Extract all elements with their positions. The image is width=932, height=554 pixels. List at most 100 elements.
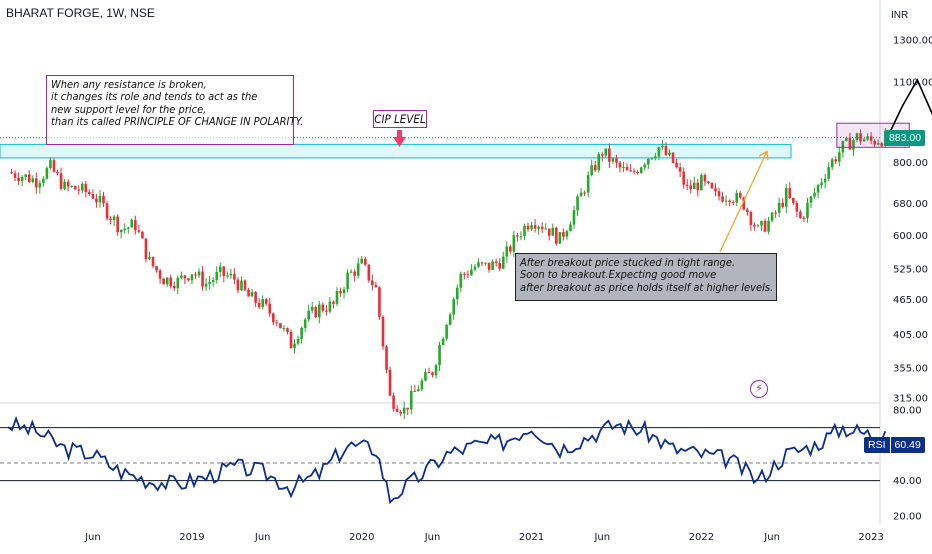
candle xyxy=(795,200,799,218)
candle xyxy=(183,275,187,285)
candle-body xyxy=(314,306,318,318)
candle xyxy=(52,158,56,173)
candle xyxy=(742,196,746,211)
candle-body xyxy=(569,224,572,232)
candle xyxy=(862,137,866,142)
candle xyxy=(802,216,806,223)
polarity-note[interactable]: When any resistance is broken, it change… xyxy=(46,75,303,145)
candle xyxy=(696,178,700,197)
candle-body xyxy=(473,266,477,270)
candle xyxy=(42,176,45,187)
candle-body xyxy=(689,185,693,190)
candle xyxy=(792,197,795,206)
time-tick-label: 2020 xyxy=(349,532,374,543)
breakout-note[interactable]: After breakout price stucked in tight ra… xyxy=(515,253,777,301)
candle xyxy=(692,176,696,190)
candle-body xyxy=(830,159,834,168)
candle-body xyxy=(105,203,109,219)
rsi-name-label: RSI xyxy=(864,437,890,453)
candle-body xyxy=(540,226,544,229)
candle xyxy=(63,178,66,191)
candle-body xyxy=(272,313,275,323)
candle-body xyxy=(307,310,310,320)
candle-body xyxy=(459,273,463,288)
lightning-icon[interactable]: ⚡ xyxy=(750,380,768,398)
candle-body xyxy=(714,188,717,192)
candle-body xyxy=(261,299,264,308)
candle-body xyxy=(353,271,356,276)
candle-body xyxy=(788,188,792,198)
candle xyxy=(629,164,632,172)
candle-body xyxy=(746,209,749,213)
candle-body xyxy=(45,168,49,179)
symbol-title[interactable]: BHARAT FORGE, 1W, NSE xyxy=(6,6,155,20)
candle xyxy=(165,277,169,287)
candle xyxy=(777,197,781,218)
candle-body xyxy=(763,221,767,232)
candle xyxy=(332,300,335,309)
candle-body xyxy=(618,162,622,168)
candle-body xyxy=(501,256,505,269)
candle xyxy=(770,211,774,222)
polarity-note-line: new support level for the price, xyxy=(51,102,207,116)
candle xyxy=(399,409,402,417)
candle xyxy=(321,302,325,313)
candle xyxy=(593,160,597,173)
candle xyxy=(342,286,346,299)
candle xyxy=(211,277,215,287)
candle-body xyxy=(721,196,724,202)
candle xyxy=(49,157,52,170)
candle-body xyxy=(73,186,77,190)
candle-body xyxy=(98,195,102,203)
candle-body xyxy=(367,264,371,281)
candle-body xyxy=(671,152,675,163)
candle-body xyxy=(59,173,63,189)
candle xyxy=(431,371,434,378)
candle xyxy=(763,218,767,233)
price-tick-label: 465.00 xyxy=(893,295,928,306)
candle-body xyxy=(806,202,809,218)
candle-body xyxy=(466,274,470,276)
candle xyxy=(799,209,802,219)
cip-level-label[interactable]: CIP LEVEL xyxy=(373,110,427,128)
candle-body xyxy=(211,280,215,282)
candle xyxy=(261,295,264,310)
candle-body xyxy=(218,266,222,273)
candle xyxy=(229,268,233,279)
rsi-value-badge[interactable]: RSI 60.49 xyxy=(864,437,925,453)
candle-body xyxy=(604,148,608,156)
candle xyxy=(650,157,654,160)
candle-body xyxy=(328,301,332,312)
candle xyxy=(233,268,236,285)
candle-body xyxy=(144,238,148,260)
candle-body xyxy=(784,188,788,207)
candle-body xyxy=(533,225,537,229)
candle-body xyxy=(668,152,671,155)
candle-body xyxy=(593,165,597,171)
candle xyxy=(409,385,413,415)
time-tick-label: 2021 xyxy=(519,532,544,543)
candle-body xyxy=(158,270,162,279)
candle-body xyxy=(169,277,173,287)
candle xyxy=(116,214,119,236)
candle xyxy=(816,183,820,199)
candle xyxy=(272,312,275,326)
candle xyxy=(275,319,279,327)
candle-body xyxy=(24,174,27,177)
candle xyxy=(222,266,226,283)
candle-body xyxy=(767,220,770,232)
candle xyxy=(671,152,675,164)
arrow-down-icon xyxy=(393,137,406,147)
candle xyxy=(88,189,91,196)
candle-body xyxy=(102,195,105,204)
candle-body xyxy=(710,183,714,189)
candle xyxy=(314,305,318,318)
candle xyxy=(445,323,448,341)
candle xyxy=(162,277,165,285)
candle xyxy=(760,220,763,231)
candle xyxy=(512,230,516,258)
candle xyxy=(385,345,388,374)
candle-body xyxy=(165,277,169,285)
